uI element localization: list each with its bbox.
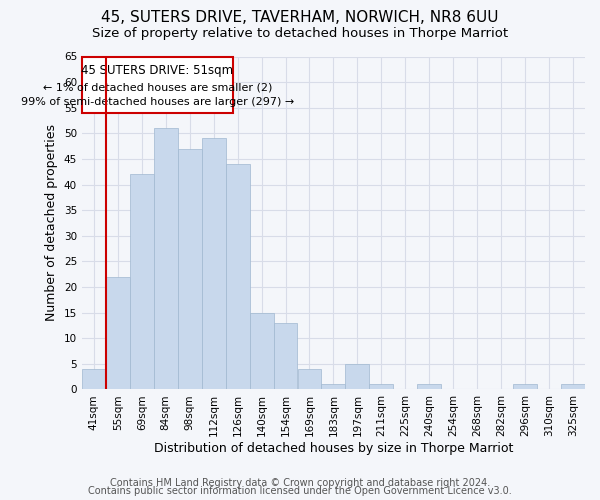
Text: Contains public sector information licensed under the Open Government Licence v3: Contains public sector information licen… — [88, 486, 512, 496]
Bar — [154, 128, 178, 390]
Bar — [346, 364, 370, 390]
Text: 45, SUTERS DRIVE, TAVERHAM, NORWICH, NR8 6UU: 45, SUTERS DRIVE, TAVERHAM, NORWICH, NR8… — [101, 10, 499, 25]
Bar — [322, 384, 346, 390]
Bar — [370, 384, 394, 390]
FancyBboxPatch shape — [82, 56, 233, 113]
Y-axis label: Number of detached properties: Number of detached properties — [45, 124, 58, 322]
Text: ← 1% of detached houses are smaller (2): ← 1% of detached houses are smaller (2) — [43, 82, 272, 92]
Bar — [513, 384, 537, 390]
Bar — [298, 369, 322, 390]
Bar — [226, 164, 250, 390]
Bar — [417, 384, 441, 390]
Bar — [250, 312, 274, 390]
Text: 99% of semi-detached houses are larger (297) →: 99% of semi-detached houses are larger (… — [21, 96, 294, 106]
X-axis label: Distribution of detached houses by size in Thorpe Marriot: Distribution of detached houses by size … — [154, 442, 513, 455]
Bar — [106, 277, 130, 390]
Text: Size of property relative to detached houses in Thorpe Marriot: Size of property relative to detached ho… — [92, 28, 508, 40]
Text: Contains HM Land Registry data © Crown copyright and database right 2024.: Contains HM Land Registry data © Crown c… — [110, 478, 490, 488]
Bar — [82, 369, 106, 390]
Text: 45 SUTERS DRIVE: 51sqm: 45 SUTERS DRIVE: 51sqm — [81, 64, 233, 78]
Bar — [561, 384, 585, 390]
Bar — [274, 323, 298, 390]
Bar — [202, 138, 226, 390]
Bar — [178, 148, 202, 390]
Bar — [130, 174, 154, 390]
